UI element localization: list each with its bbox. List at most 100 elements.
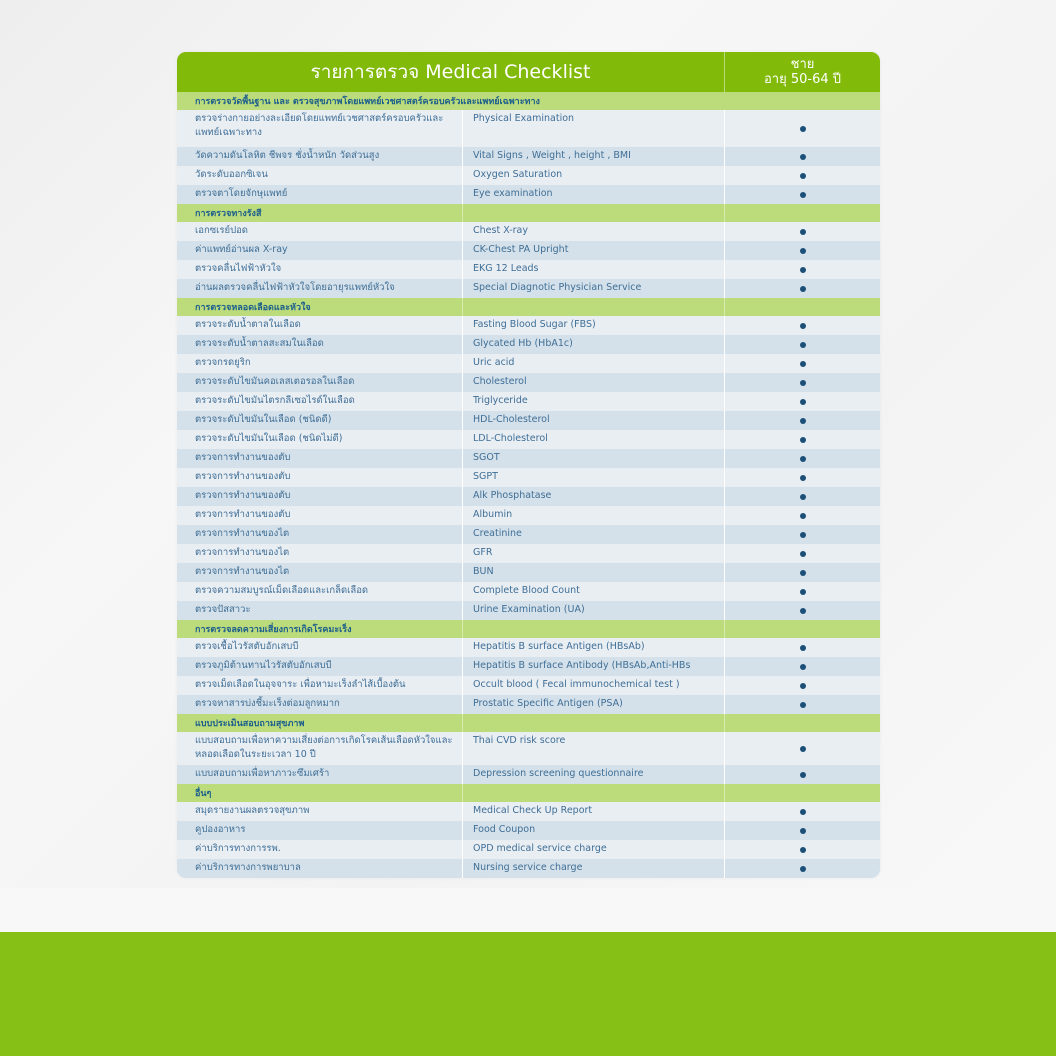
item-thai-name: ตรวจภูมิต้านทานไวรัสตับอักเสบบี — [195, 660, 332, 671]
bullet-dot-icon — [799, 663, 806, 670]
item-english-name: EKG 12 Leads — [462, 260, 724, 279]
item-thai-name: ตรวจการทำงานของตับ — [195, 471, 291, 482]
item-english-name: CK-Chest PA Upright — [462, 241, 724, 260]
table-row: ตรวจการทำงานของตับ SGPT — [177, 468, 880, 487]
item-included-cell — [724, 525, 880, 544]
table-row: แบบสอบถามเพื่อหาภาวะซึมเศร้า Depression s… — [177, 765, 880, 784]
item-included-cell — [724, 657, 880, 676]
item-english-name: Hepatitis B surface Antibody (HBsAb,Anti… — [462, 657, 724, 676]
bullet-dot-icon — [799, 865, 806, 872]
item-thai-name: วัดระดับออกซิเจน — [195, 169, 268, 180]
section-header: การตรวจหลอดเลือดและหัวใจ — [177, 298, 880, 316]
table-row: วัดความดันโลหิต ชีพจร ชั่งน้ำหนัก วัดส่ว… — [177, 147, 880, 166]
table-row: ตรวจระดับไขมันคอเลสเตอรอลในเลือด Choleste… — [177, 373, 880, 392]
item-english-name: HDL-Cholesterol — [462, 411, 724, 430]
item-included-cell — [724, 449, 880, 468]
item-english-name: Cholesterol — [462, 373, 724, 392]
item-included-cell — [724, 373, 880, 392]
item-included-cell — [724, 821, 880, 840]
item-included-cell — [724, 732, 880, 765]
section-spacer — [462, 620, 724, 638]
item-thai-name: ตรวจหาสารบ่งชี้มะเร็งต่อมลูกหมาก — [195, 698, 340, 709]
item-thai-name: ค่าบริการทางการพยาบาล — [195, 862, 301, 873]
column-gender: ชาย — [790, 57, 815, 72]
item-included-cell — [724, 638, 880, 657]
bullet-dot-icon — [799, 247, 806, 254]
item-thai-name: อ่านผลตรวจคลื่นไฟฟ้าหัวใจโดยอายุรแพทย์หั… — [195, 282, 395, 293]
table-row: อ่านผลตรวจคลื่นไฟฟ้าหัวใจโดยอายุรแพทย์หั… — [177, 279, 880, 298]
bullet-dot-icon — [799, 512, 806, 519]
item-included-cell — [724, 765, 880, 784]
item-english-name: Hepatitis B surface Antigen (HBsAb) — [462, 638, 724, 657]
table-row: ตรวจปัสสาวะ Urine Examination (UA) — [177, 601, 880, 620]
bullet-dot-icon — [799, 701, 806, 708]
item-english-name: Complete Blood Count — [462, 582, 724, 601]
bullet-dot-icon — [799, 379, 806, 386]
section-spacer — [724, 298, 880, 316]
table-row: ตรวจหาสารบ่งชี้มะเร็งต่อมลูกหมาก Prostati… — [177, 695, 880, 714]
item-included-cell — [724, 185, 880, 204]
table-row: ตรวจการทำงานของไต Creatinine — [177, 525, 880, 544]
table-row: ตรวจระดับไขมันในเลือด (ชนิดไม่ดี) LDL-Cho… — [177, 430, 880, 449]
item-english-name: GFR — [462, 544, 724, 563]
bullet-dot-icon — [799, 682, 806, 689]
item-thai-name: ตรวจการทำงานของไต — [195, 528, 290, 539]
item-english-name: Occult blood ( Fecal immunochemical test… — [462, 676, 724, 695]
item-included-cell — [724, 222, 880, 241]
item-included-cell — [724, 392, 880, 411]
item-english-name: Eye examination — [462, 185, 724, 204]
bullet-dot-icon — [799, 266, 806, 273]
table-row: วัดระดับออกซิเจน Oxygen Saturation — [177, 166, 880, 185]
item-thai-name: ค่าแพทย์อ่านผล X-ray — [195, 244, 288, 255]
column-header-package: ชาย อายุ 50-64 ปี — [725, 52, 880, 92]
table-row: ตรวจระดับไขมันไตรกลีเซอไรด์ในเลือด Trigly… — [177, 392, 880, 411]
section-header: การตรวจลดความเสี่ยงการเกิดโรคมะเร็ง — [177, 620, 880, 638]
bullet-dot-icon — [799, 771, 806, 778]
item-thai-name: ตรวจการทำงานของตับ — [195, 452, 291, 463]
item-thai-name: แบบสอบถามเพื่อหาความเสี่ยงต่อการเกิดโรคเ… — [195, 735, 453, 760]
item-thai-name: คูปองอาหาร — [195, 824, 246, 835]
section-spacer — [724, 784, 880, 802]
item-included-cell — [724, 802, 880, 821]
section-spacer — [462, 784, 724, 802]
item-included-cell — [724, 316, 880, 335]
item-thai-name: ตรวจระดับไขมันในเลือด (ชนิดไม่ดี) — [195, 433, 343, 444]
section-spacer — [724, 620, 880, 638]
item-english-name: Prostatic Specific Antigen (PSA) — [462, 695, 724, 714]
table-row: ตรวจระดับไขมันในเลือด (ชนิดดี) HDL-Choles… — [177, 411, 880, 430]
item-thai-name: ตรวจเม็ดเลือดในอุจจาระ เพื่อหามะเร็งลำไส… — [195, 679, 406, 690]
item-thai-name: เอกซเรย์ปอด — [195, 225, 248, 236]
item-included-cell — [724, 279, 880, 298]
item-included-cell — [724, 582, 880, 601]
section-title: การตรวจลดความเสี่ยงการเกิดโรคมะเร็ง — [195, 625, 352, 635]
table-row: สมุดรายงานผลตรวจสุขภาพ Medical Check Up R… — [177, 802, 880, 821]
item-thai-name: ตรวจปัสสาวะ — [195, 604, 251, 615]
table-row: ตรวจระดับน้ำตาลในเลือด Fasting Blood Suga… — [177, 316, 880, 335]
section-spacer — [462, 204, 724, 222]
bullet-dot-icon — [799, 322, 806, 329]
table-row: ตรวจร่างกายอย่างละเอียดโดยแพทย์เวชศาสตร์… — [177, 110, 880, 147]
table-row: ตรวจภูมิต้านทานไวรัสตับอักเสบบี Hepatitis… — [177, 657, 880, 676]
table-row: ตรวจคลื่นไฟฟ้าหัวใจ EKG 12 Leads — [177, 260, 880, 279]
item-english-name: Thai CVD risk score — [462, 732, 724, 765]
item-thai-name: ตรวจร่างกายอย่างละเอียดโดยแพทย์เวชศาสตร์… — [195, 113, 444, 138]
table-row: ตรวจการทำงานของไต BUN — [177, 563, 880, 582]
section-title: อื่นๆ — [195, 789, 212, 799]
table-row: คูปองอาหาร Food Coupon — [177, 821, 880, 840]
table-row: ตรวจการทำงานของตับ Albumin — [177, 506, 880, 525]
table-body: การตรวจวัดพื้นฐาน และ ตรวจสุขภาพโดยแพทย์… — [177, 92, 880, 878]
bullet-dot-icon — [799, 827, 806, 834]
section-header: อื่นๆ — [177, 784, 880, 802]
item-thai-name: ตรวจการทำงานของไต — [195, 547, 290, 558]
item-thai-name: ตรวจระดับไขมันคอเลสเตอรอลในเลือด — [195, 376, 355, 387]
item-included-cell — [724, 563, 880, 582]
bullet-dot-icon — [799, 569, 806, 576]
item-included-cell — [724, 601, 880, 620]
item-english-name: Fasting Blood Sugar (FBS) — [462, 316, 724, 335]
section-header: การตรวจวัดพื้นฐาน และ ตรวจสุขภาพโดยแพทย์… — [177, 92, 880, 110]
item-included-cell — [724, 354, 880, 373]
item-english-name: LDL-Cholesterol — [462, 430, 724, 449]
item-english-name: Special Diagnotic Physician Service — [462, 279, 724, 298]
item-thai-name: วัดความดันโลหิต ชีพจร ชั่งน้ำหนัก วัดส่ว… — [195, 150, 380, 161]
bullet-dot-icon — [799, 745, 806, 752]
